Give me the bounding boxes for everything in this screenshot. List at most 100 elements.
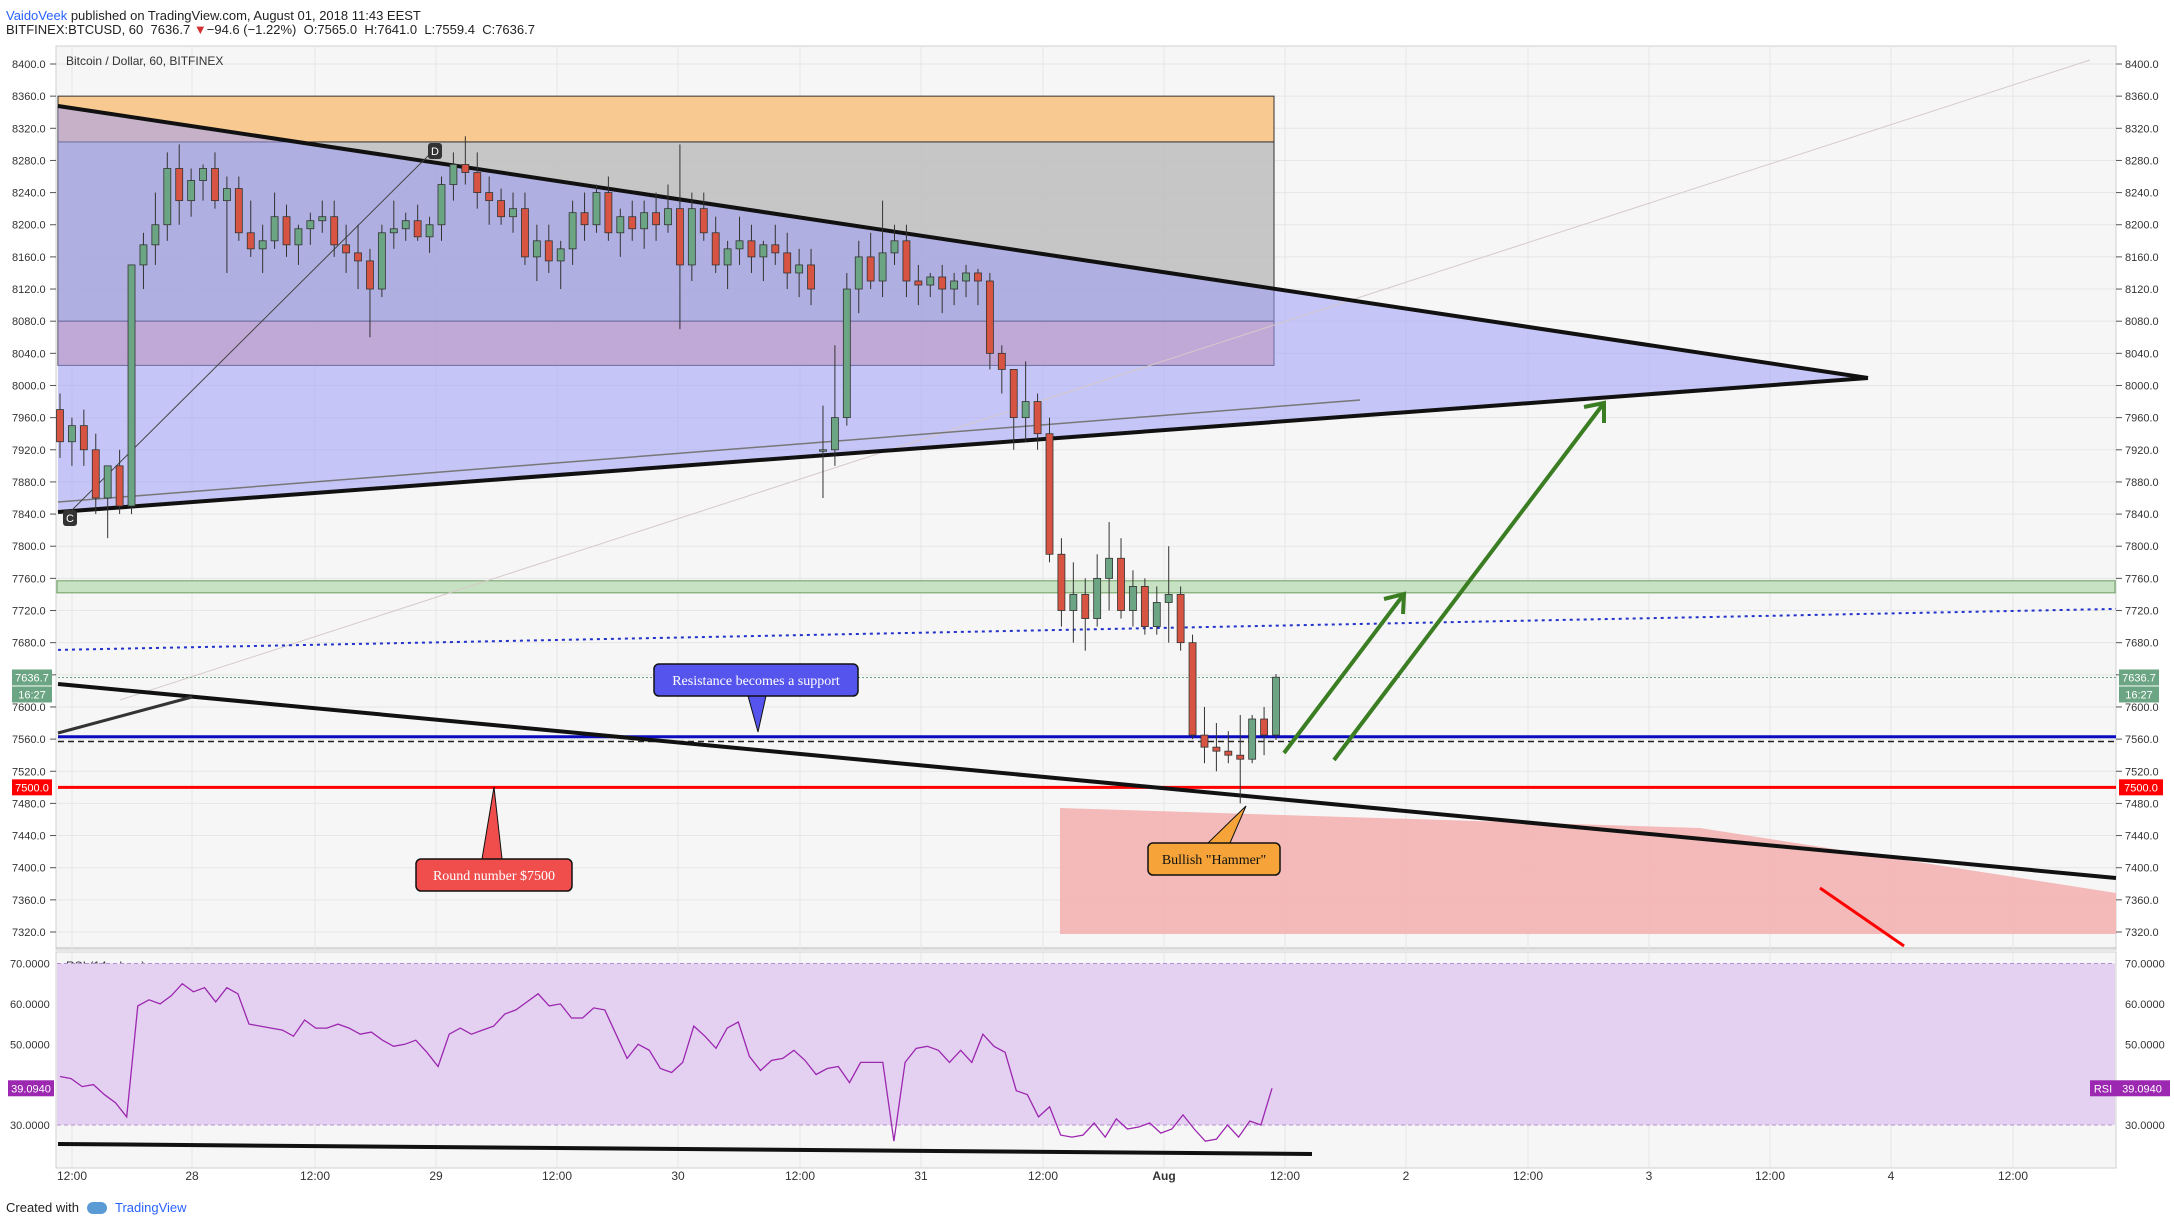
candle-body-down <box>711 232 720 266</box>
candle-body-down <box>866 256 875 282</box>
tradingview-link[interactable]: TradingView <box>114 1200 187 1215</box>
resistance-band-green <box>56 580 2116 594</box>
round-number-tag-left <box>12 779 52 796</box>
round-number-callout-box <box>415 858 573 892</box>
round-number-callout-text: Round number $7500 <box>433 869 555 884</box>
rsi-tick-label: 30.0000 <box>10 1120 50 1132</box>
time-tick-label: 28 <box>185 1169 199 1183</box>
candle-body-down <box>1117 557 1125 611</box>
time-tick-label: 2 <box>1403 1169 1410 1183</box>
price-tick-label: 7680.0 <box>12 638 46 650</box>
candle-body-up <box>425 224 434 238</box>
candle-body-down <box>246 232 255 250</box>
price-tick-label: 7920.0 <box>12 445 46 457</box>
footer: Created with TradingView <box>6 1200 187 1215</box>
candle-body-down <box>1057 553 1066 611</box>
candle-body-down <box>366 260 374 290</box>
price-tick-label: 8200.0 <box>12 220 46 232</box>
candle-body-down <box>938 276 947 290</box>
candle-body-up <box>962 272 970 282</box>
price-tick-label: 8280.0 <box>12 155 46 167</box>
candlestick-series[interactable] <box>56 136 1280 804</box>
low-value: 7559.4 <box>435 22 475 37</box>
candle-body-up <box>223 188 231 202</box>
resistance-callout-box <box>653 663 859 697</box>
supply-zone-orange <box>57 95 1275 143</box>
price-tick-label: 7840.0 <box>12 509 46 521</box>
rsi-divergence-line <box>57 1142 1313 1156</box>
candle-body-up <box>735 240 744 250</box>
price-tick-label: 7400.0 <box>12 863 46 875</box>
price-tick-label: 8360.0 <box>2125 91 2159 103</box>
time-tick-label: 12:00 <box>1270 1169 1300 1183</box>
countdown-tag-right <box>2119 686 2159 703</box>
candle-body-down <box>997 352 1006 370</box>
short-arrow <box>1282 592 1406 755</box>
change-arrow-icon: ▼ <box>193 22 207 37</box>
candle-body-down <box>1033 401 1042 435</box>
candle-body-up <box>926 276 935 286</box>
time-tick-label: Aug <box>1152 1169 1175 1183</box>
tradingview-logo-icon[interactable] <box>86 1201 107 1214</box>
rsi-tag-label: RSI <box>2094 1083 2112 1095</box>
price-tick-label: 8240.0 <box>12 188 46 200</box>
long-arrow-head <box>1583 400 1606 423</box>
price-tick-label: 7480.0 <box>2125 798 2159 810</box>
price-tick-label: 8400.0 <box>12 59 46 71</box>
resistance-callout[interactable]: Resistance becomes a support <box>653 663 859 733</box>
time-tick-label: 4 <box>1888 1169 1895 1183</box>
price-tick-label: 8280.0 <box>2125 155 2159 167</box>
time-tick-label: 31 <box>914 1169 928 1183</box>
price-tick-label: 8000.0 <box>2125 380 2159 392</box>
price-tick-label: 7760.0 <box>12 573 46 585</box>
candle-body-down <box>985 280 994 354</box>
candle-body-down <box>91 449 100 499</box>
price-tick-label: 7720.0 <box>12 606 46 618</box>
candle-body-up <box>199 168 207 181</box>
rsi-tick-label: 50.0000 <box>10 1039 50 1051</box>
last-price-tag-left-text: 7636.7 <box>15 672 49 684</box>
faint-trend-line <box>119 59 2091 701</box>
candle-body-up <box>1021 401 1030 419</box>
time-tick-label: 12:00 <box>1028 1169 1058 1183</box>
open-label: O: <box>303 22 318 37</box>
candle-body-up <box>795 264 804 274</box>
rsi-axis[interactable]: 70.0000 70.0000 60.0000 60.0000 50.0000 50.00… <box>10 959 2165 1133</box>
price-tick-label: 8000.0 <box>12 380 46 392</box>
candle-body-up <box>640 212 649 230</box>
round-number-tag-right-text: 7500.0 <box>2124 782 2158 794</box>
round-number-callout[interactable]: Round number $7500 <box>415 786 573 892</box>
hammer-callout[interactable]: Bullish "Hammer" <box>1147 805 1281 876</box>
publish-text: published on TradingView.com, August 01,… <box>70 8 421 23</box>
rsi-value-tag-right-text: 39.0940 <box>2122 1083 2162 1095</box>
close-value: 7636.7 <box>495 22 535 37</box>
price-axis-left[interactable]: 8400.0 8360.0 8320.0 8280.0 8240.0 8200.0 8160… <box>12 59 56 939</box>
price-tick-label: 7480.0 <box>12 798 46 810</box>
rsi-tick-label: 70.0000 <box>2125 959 2165 971</box>
candle-body-down <box>580 212 589 226</box>
reference-lines <box>57 59 2117 948</box>
point-d-label: D <box>431 146 439 158</box>
time-tick-label: 12:00 <box>542 1169 572 1183</box>
price-tick-label: 8360.0 <box>12 91 46 103</box>
change-value: −94.6 (−1.22%) <box>206 22 297 37</box>
candle-body-down <box>175 168 184 202</box>
point-c-box <box>63 510 77 526</box>
rsi-line <box>59 982 1273 1142</box>
price-axis-right[interactable]: 8400.0 8360.0 8320.0 8280.0 8240.0 8200.0 8160… <box>2116 59 2159 939</box>
round-number-tag-right <box>2119 779 2163 796</box>
candle-body-up <box>1248 718 1257 760</box>
triangle-lower-line <box>57 376 1869 514</box>
candle-body-down <box>652 212 660 226</box>
rsi-tick-label: 70.0000 <box>10 959 50 971</box>
publish-info: VaidoVeek published on TradingView.com, … <box>6 2 421 30</box>
candle-body-down <box>211 168 219 202</box>
triangle-lower-inner-line <box>57 399 1361 503</box>
point-c-label: C <box>66 513 74 525</box>
author-link[interactable]: VaidoVeek <box>6 8 68 23</box>
price-tick-label: 8200.0 <box>2125 220 2159 232</box>
time-axis[interactable]: 12:00 28 12:00 29 12:00 30 12:00 31 12:00 Aug 12:0… <box>57 1169 2028 1183</box>
candle-body-down <box>1200 734 1209 748</box>
price-tick-label: 8040.0 <box>12 348 46 360</box>
